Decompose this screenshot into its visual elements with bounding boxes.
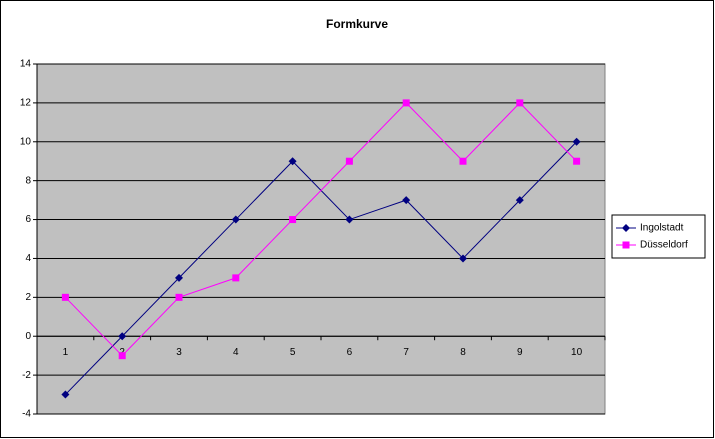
data-point — [572, 137, 581, 146]
series-line — [65, 102, 577, 357]
y-tick-label: 2 — [25, 292, 31, 303]
data-point — [118, 332, 127, 341]
x-tick-label: 9 — [517, 347, 523, 358]
data-point — [61, 293, 69, 301]
x-tick-label: 5 — [290, 347, 296, 358]
y-tick-label: 14 — [20, 59, 32, 70]
x-tick-label: 10 — [571, 347, 583, 358]
x-tick-label: 3 — [176, 347, 182, 358]
legend-label: Ingolstadt — [640, 223, 684, 234]
y-tick-label: 6 — [25, 214, 31, 225]
data-point — [573, 157, 581, 165]
y-tick-label: 10 — [20, 136, 32, 147]
x-tick-label: 6 — [347, 347, 353, 358]
y-tick-label: 0 — [25, 331, 31, 342]
x-tick-label: 8 — [460, 347, 466, 358]
data-point — [345, 215, 354, 224]
y-tick-label: 8 — [25, 175, 31, 186]
data-point — [118, 352, 126, 360]
data-point — [288, 157, 297, 166]
y-tick-label: 4 — [25, 253, 31, 264]
legend-marker — [622, 224, 630, 232]
y-tick-label: 12 — [20, 98, 32, 109]
data-point — [402, 196, 411, 205]
chart-title: Formkurve — [326, 17, 388, 31]
data-point — [345, 157, 353, 165]
legend-label: Düsseldorf — [640, 240, 688, 251]
x-tick-label: 7 — [403, 347, 409, 358]
data-point — [231, 215, 240, 224]
data-point — [61, 390, 70, 399]
legend-marker — [622, 241, 630, 249]
data-point — [402, 99, 410, 107]
data-point — [232, 274, 240, 282]
data-point — [289, 216, 297, 224]
data-point — [459, 254, 467, 263]
y-tick-label: -4 — [22, 409, 31, 420]
data-point — [515, 196, 524, 205]
y-tick-label: -2 — [22, 370, 31, 381]
data-point — [175, 293, 183, 301]
legend-box — [611, 214, 706, 259]
data-point — [459, 157, 467, 165]
data-point — [175, 273, 183, 282]
plot-area — [36, 63, 606, 415]
data-point — [516, 99, 524, 107]
x-tick-label: 4 — [233, 347, 239, 358]
x-tick-label: 1 — [63, 347, 69, 358]
